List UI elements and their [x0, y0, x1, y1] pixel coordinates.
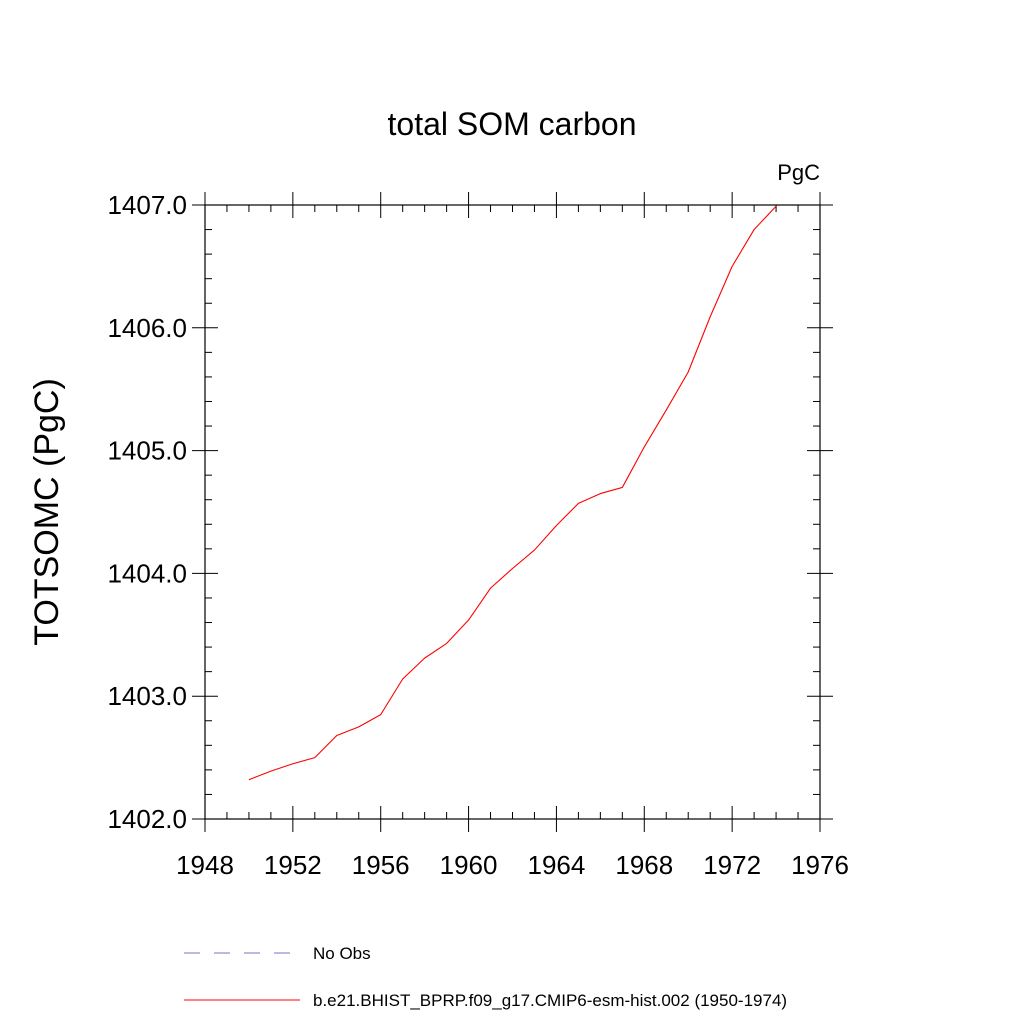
- x-tick-labels: 1948 1952 1956 1960 1964 1968 1972 1976: [176, 850, 849, 880]
- x-tick-label: 1968: [615, 850, 673, 880]
- legend-label-model-run: b.e21.BHIST_BPRP.f09_g17.CMIP6-esm-hist.…: [313, 991, 787, 1010]
- x-tick-label: 1960: [440, 850, 498, 880]
- plot-frame: [204, 204, 821, 820]
- y-tick-label: 1402.0: [107, 804, 187, 834]
- y-tick-label: 1406.0: [107, 313, 187, 343]
- units-label: PgC: [777, 160, 820, 185]
- series-line-model-run: [248, 205, 777, 781]
- y-tick-labels: 1402.0 1403.0 1404.0 1405.0 1406.0 1407.0: [107, 190, 187, 834]
- x-tick-label: 1952: [264, 850, 322, 880]
- legend-label-no-obs: No Obs: [313, 944, 371, 963]
- series-layer: [248, 205, 777, 781]
- chart-title: total SOM carbon: [388, 106, 637, 142]
- y-tick-label: 1407.0: [107, 190, 187, 220]
- y-tick-label: 1405.0: [107, 436, 187, 466]
- x-tick-label: 1956: [352, 850, 410, 880]
- y-axis-label: TOTSOMC (PgC): [28, 378, 66, 646]
- x-tick-label: 1964: [528, 850, 586, 880]
- legend: No Obs b.e21.BHIST_BPRP.f09_g17.CMIP6-es…: [184, 944, 787, 1010]
- y-tick-label: 1403.0: [107, 681, 187, 711]
- y-tick-label: 1404.0: [107, 558, 187, 588]
- x-tick-label: 1972: [703, 850, 761, 880]
- x-tick-label: 1948: [176, 850, 234, 880]
- axis-ticks: [192, 192, 833, 832]
- x-tick-label: 1976: [791, 850, 849, 880]
